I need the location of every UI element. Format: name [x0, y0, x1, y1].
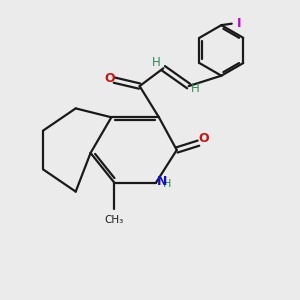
- Text: N: N: [157, 175, 167, 188]
- Text: O: O: [198, 132, 209, 145]
- Text: H: H: [191, 82, 200, 95]
- Text: H: H: [152, 56, 160, 69]
- Text: I: I: [237, 16, 241, 30]
- Text: H: H: [163, 179, 171, 189]
- Text: O: O: [105, 72, 115, 85]
- Text: CH₃: CH₃: [105, 215, 124, 225]
